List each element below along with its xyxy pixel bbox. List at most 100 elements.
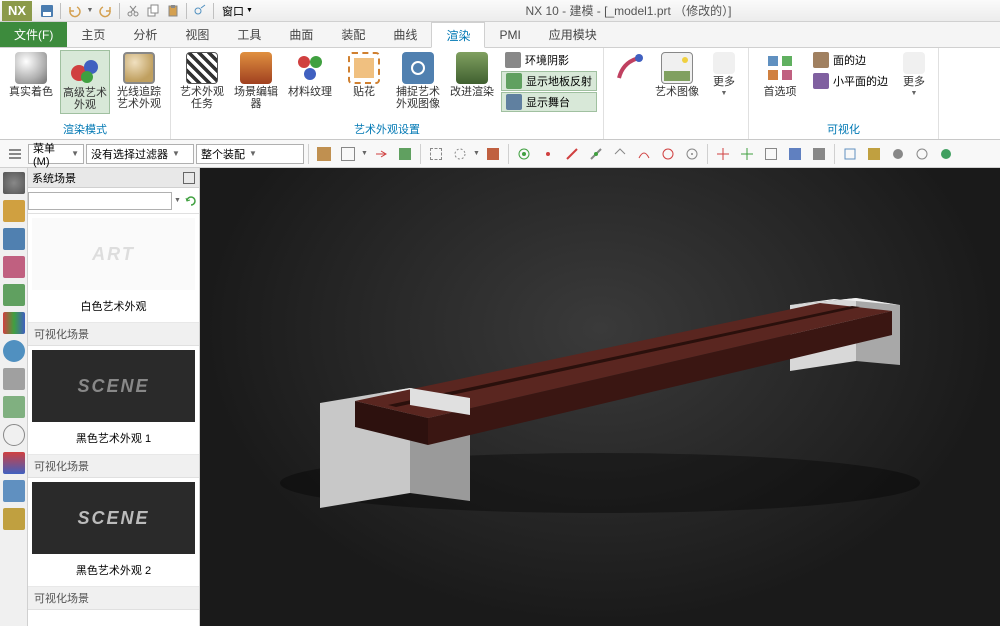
more-button-2[interactable]: 更多 ▼ — [896, 50, 932, 99]
scene-item-black-2[interactable]: SCENE 黑色艺术外观 2 — [28, 482, 199, 587]
env-shadow-button[interactable]: 环境阴影 — [501, 50, 597, 70]
tool-icon[interactable] — [681, 143, 703, 165]
tab-view[interactable]: 视图 — [171, 22, 223, 47]
tab-pmi[interactable]: PMI — [485, 22, 534, 47]
scene-icon — [240, 52, 272, 84]
history-icon[interactable] — [3, 368, 25, 390]
scene-item-white[interactable]: ART 白色艺术外观 — [28, 218, 199, 323]
tab-app[interactable]: 应用模块 — [535, 22, 611, 47]
system-scene-icon[interactable] — [3, 480, 25, 502]
assembly-nav-icon[interactable] — [3, 228, 25, 250]
lights-icon[interactable] — [3, 508, 25, 530]
main-area: 系统场景 ▼ ▼ ART 白色艺术外观 可视化场景 SCENE 黑色艺术外观 1… — [0, 168, 1000, 626]
show-stage-button[interactable]: 显示舞台 — [501, 92, 597, 112]
save-icon[interactable] — [38, 2, 56, 20]
tab-analysis[interactable]: 分析 — [119, 22, 171, 47]
paint-button[interactable] — [610, 50, 648, 86]
gear-icon[interactable] — [3, 172, 25, 194]
tool-icon[interactable] — [760, 143, 782, 165]
tool-icon[interactable] — [911, 143, 933, 165]
refresh-icon[interactable] — [183, 193, 199, 209]
raytrace-button[interactable]: 光线追踪 艺术外观 — [114, 50, 164, 112]
tool-icon[interactable] — [935, 143, 957, 165]
constraint-nav-icon[interactable] — [3, 256, 25, 278]
label: 材料纹理 — [288, 86, 332, 98]
tool-icon[interactable] — [337, 143, 359, 165]
tab-surface[interactable]: 曲面 — [275, 22, 327, 47]
face-edges-button[interactable]: 面的边 — [809, 50, 892, 70]
tool-icon[interactable] — [425, 143, 447, 165]
tool-icon[interactable] — [394, 143, 416, 165]
reuse-icon[interactable] — [3, 284, 25, 306]
menu-dropdown[interactable]: 菜单(M)▼ — [28, 144, 84, 164]
advanced-studio-button[interactable]: 高级艺术外观 — [60, 50, 110, 114]
tool-icon[interactable] — [313, 143, 335, 165]
part-nav-icon[interactable] — [3, 200, 25, 222]
scene-category: 可视化场景 — [28, 587, 199, 610]
tool-icon[interactable] — [513, 143, 535, 165]
tool-icon[interactable] — [808, 143, 830, 165]
true-shading-button[interactable]: 真实着色 — [6, 50, 56, 100]
ribbon-group-render-mode: 真实着色 高级艺术外观 光线追踪 艺术外观 渲染模式 — [0, 48, 171, 139]
cut-icon[interactable] — [124, 2, 142, 20]
tool-icon[interactable] — [712, 143, 734, 165]
tool-icon[interactable] — [657, 143, 679, 165]
tab-assembly[interactable]: 装配 — [327, 22, 379, 47]
tab-home[interactable]: 主页 — [67, 22, 119, 47]
studio-task-button[interactable]: 艺术外观任务 — [177, 50, 227, 112]
tool-icon[interactable] — [863, 143, 885, 165]
floor-reflect-button[interactable]: 显示地板反射 — [501, 71, 597, 91]
browser-icon[interactable] — [3, 340, 25, 362]
tab-render[interactable]: 渲染 — [431, 22, 485, 48]
tool-icon[interactable] — [609, 143, 631, 165]
paste-icon[interactable] — [164, 2, 182, 20]
tool-icon[interactable] — [370, 143, 392, 165]
improve-render-button[interactable]: 改进渲染 — [447, 50, 497, 100]
tool-icon[interactable] — [633, 143, 655, 165]
tool-icon[interactable] — [585, 143, 607, 165]
menu-icon[interactable] — [4, 143, 26, 165]
facet-edges-button[interactable]: 小平面的边 — [809, 71, 892, 91]
tool-icon[interactable] — [537, 143, 559, 165]
panel-pin-icon[interactable] — [183, 172, 195, 184]
undo-dropdown-icon[interactable]: ▼ — [85, 2, 95, 20]
art-image-button[interactable]: 艺术图像 — [652, 50, 702, 100]
undo-icon[interactable] — [65, 2, 83, 20]
prefs-icon — [764, 52, 796, 84]
clock-icon[interactable] — [3, 424, 25, 446]
tab-curve[interactable]: 曲线 — [379, 22, 431, 47]
tool-icon[interactable] — [482, 143, 504, 165]
capture-button[interactable]: 捕捉艺术 外观图像 — [393, 50, 443, 112]
label: 面的边 — [833, 52, 866, 68]
quick-access-toolbar: ▼ 窗口▼ — [38, 2, 257, 20]
scene-editor-button[interactable]: 场景编辑器 — [231, 50, 281, 112]
label: 没有选择过滤器 — [91, 146, 168, 162]
tool-icon[interactable] — [561, 143, 583, 165]
tool-icon[interactable] — [449, 143, 471, 165]
roles-icon[interactable] — [3, 452, 25, 474]
scene-item-black-1[interactable]: SCENE 黑色艺术外观 1 — [28, 350, 199, 455]
3d-viewport[interactable] — [200, 168, 1000, 626]
scene-search-input[interactable] — [28, 192, 172, 210]
touch-icon[interactable] — [191, 2, 209, 20]
separator — [60, 3, 61, 19]
redo-icon[interactable] — [97, 2, 115, 20]
more-button-1[interactable]: 更多 ▼ — [706, 50, 742, 99]
file-tab[interactable]: 文件(F) — [0, 22, 67, 47]
filter-dropdown-2[interactable]: 整个装配▼ — [196, 144, 304, 164]
tool-icon[interactable] — [736, 143, 758, 165]
copy-icon[interactable] — [144, 2, 162, 20]
filter-dropdown-1[interactable]: 没有选择过滤器▼ — [86, 144, 194, 164]
window-menu[interactable]: 窗口▼ — [218, 2, 257, 20]
preferences-button[interactable]: 首选项 — [755, 50, 805, 100]
tool-icon[interactable] — [887, 143, 909, 165]
tool-icon[interactable] — [784, 143, 806, 165]
decal-button[interactable]: 贴花 — [339, 50, 389, 100]
stage-icon — [506, 94, 522, 110]
tool-icon[interactable] — [839, 143, 861, 165]
tab-tools[interactable]: 工具 — [223, 22, 275, 47]
scene-icon[interactable] — [3, 396, 25, 418]
materials-button[interactable]: 材料纹理 — [285, 50, 335, 100]
scene-list: ART 白色艺术外观 可视化场景 SCENE 黑色艺术外观 1 可视化场景 SC… — [28, 214, 199, 626]
hd3d-icon[interactable] — [3, 312, 25, 334]
